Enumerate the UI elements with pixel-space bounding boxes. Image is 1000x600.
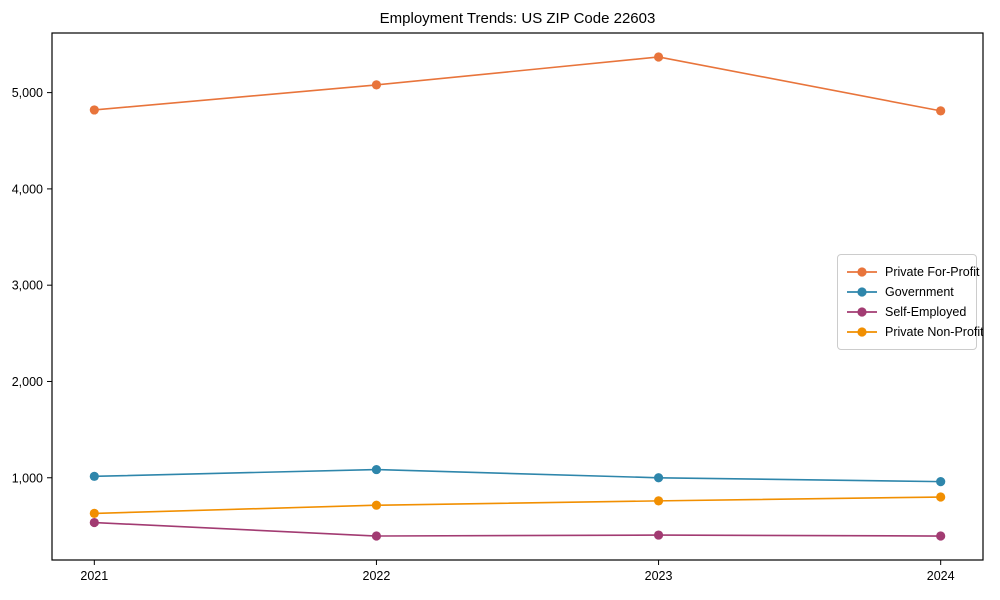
legend-label: Private For-Profit: [885, 265, 980, 279]
y-tick-label: 3,000: [12, 279, 43, 293]
legend-line-marker-icon: [847, 287, 877, 297]
legend-label: Private Non-Profit: [885, 325, 984, 339]
legend-line-marker-icon: [847, 307, 877, 317]
x-tick-label: 2023: [645, 569, 673, 583]
data-point-marker: [653, 52, 664, 62]
data-point-marker: [371, 500, 382, 510]
y-tick-label: 4,000: [12, 182, 43, 196]
x-tick-label: 2024: [927, 569, 955, 583]
legend-entry: Government: [846, 282, 968, 302]
series-line: [94, 521, 941, 537]
data-point-marker: [653, 530, 664, 540]
data-point-marker: [653, 496, 664, 506]
data-point-marker: [371, 80, 382, 90]
series-line: [94, 496, 941, 515]
y-tick-label: 2,000: [12, 375, 43, 389]
data-point-marker: [89, 517, 99, 528]
data-point-marker: [89, 105, 99, 115]
data-point-marker: [936, 492, 946, 502]
legend: Private For-Profit Government Self-Employe…: [837, 254, 984, 350]
plot-border: [51, 32, 984, 561]
legend-entry: Private Non-Profit: [846, 322, 984, 342]
y-tick-label: 5,000: [12, 86, 43, 100]
data-point-marker: [653, 473, 664, 483]
legend-label: Self-Employed: [885, 305, 967, 319]
data-point-marker: [936, 531, 946, 541]
legend-label: Government: [885, 285, 954, 299]
data-point-marker: [89, 508, 99, 518]
series-line: [94, 468, 941, 483]
chart-title: Employment Trends: US ZIP Code 22603: [379, 10, 656, 27]
legend-line-marker-icon: [847, 327, 877, 337]
data-point-marker: [371, 464, 382, 475]
y-tick-label: 1,000: [12, 471, 43, 485]
data-point-marker: [371, 531, 382, 541]
legend-entry: Self-Employed: [846, 302, 968, 322]
series-line: [94, 56, 941, 112]
legend-line-marker-icon: [847, 267, 877, 277]
x-tick-label: 2022: [363, 569, 391, 583]
data-point-marker: [936, 477, 946, 487]
data-point-marker: [89, 471, 99, 481]
x-tick-label: 2021: [80, 569, 108, 583]
legend-entry: Private For-Profit: [846, 262, 979, 282]
data-point-marker: [936, 106, 946, 116]
